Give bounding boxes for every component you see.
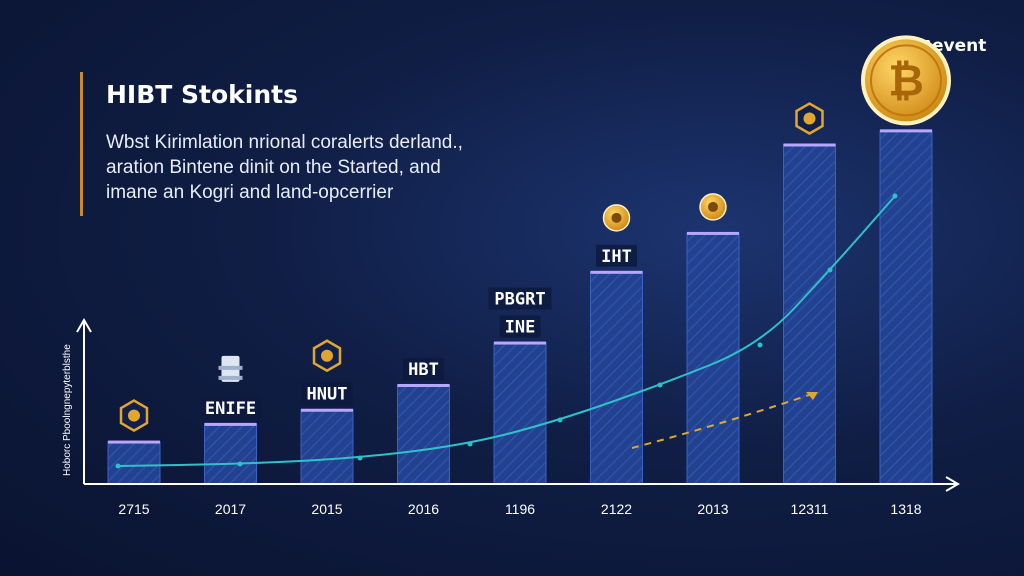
x-tick-5: 1196 bbox=[505, 501, 535, 517]
y-axis-arrow bbox=[76, 318, 92, 333]
bar-label-5: INE bbox=[505, 318, 536, 338]
bars-layer bbox=[107, 129, 933, 485]
hexagon-core bbox=[128, 409, 140, 422]
x-tick-2: 2017 bbox=[215, 501, 246, 517]
coin-center bbox=[611, 212, 622, 223]
lighthouse-band-2 bbox=[218, 375, 243, 380]
x-tick-1: 2715 bbox=[118, 501, 149, 517]
hexagon-core bbox=[803, 112, 816, 125]
bar-9 bbox=[879, 129, 933, 485]
bar-labels-layer: ENIFE HNUT HBT PBGRT INE IHT bbox=[199, 244, 637, 419]
coin-disc bbox=[861, 35, 951, 126]
x-tick-8: 12311 bbox=[791, 501, 829, 517]
x-tick-3: 2015 bbox=[311, 501, 342, 517]
bitcoin-symbol: ₿ bbox=[888, 55, 924, 106]
subtitle-line-2: aration Bintene dinit on the Started, an… bbox=[106, 157, 441, 178]
coin-icon bbox=[602, 204, 631, 232]
bar-7 bbox=[686, 232, 740, 485]
bar-3 bbox=[300, 409, 354, 485]
coin-rim bbox=[870, 44, 942, 117]
shield-coin-icon bbox=[312, 339, 342, 373]
x-tick-7: 2013 bbox=[697, 501, 728, 517]
bar-1 bbox=[107, 441, 161, 485]
trend-point-8 bbox=[827, 267, 833, 273]
logo-text: event bbox=[932, 36, 987, 56]
chart-title: HIBT Stokints bbox=[106, 80, 298, 109]
bar-cap-5 bbox=[494, 341, 546, 345]
bar-cap-3 bbox=[301, 408, 353, 412]
lighthouse-icon bbox=[218, 355, 243, 382]
trend-point-7 bbox=[757, 342, 763, 348]
bar-label-3: HNUT bbox=[307, 385, 348, 405]
bar-2 bbox=[204, 423, 257, 485]
title-accent-line bbox=[80, 72, 83, 216]
hexagon-core bbox=[321, 349, 333, 362]
x-tick-9: 1318 bbox=[890, 501, 921, 517]
bar-cap-4 bbox=[397, 383, 450, 387]
bar-cap-8 bbox=[783, 143, 836, 147]
bar-5 bbox=[493, 342, 547, 485]
projection-arrowhead bbox=[806, 392, 818, 400]
bar-label-bg-6 bbox=[596, 244, 637, 267]
y-axis-label: Hoborc Pboolngnepyterblsthe bbox=[62, 344, 73, 476]
bar-label-bg-4 bbox=[403, 357, 444, 380]
trend-point-5 bbox=[557, 417, 563, 423]
trend-point-3 bbox=[357, 455, 363, 461]
bar-label-bg-5 bbox=[488, 287, 552, 310]
trend-layer bbox=[115, 193, 898, 469]
bar-label-bg-5 bbox=[499, 315, 541, 338]
subtitle-line-3: imane an Kogri and land-opcerrier bbox=[106, 182, 394, 203]
bar-label-2: ENIFE bbox=[205, 399, 256, 419]
axes-layer: Hoborc Pboolngnepyterblsthe bbox=[62, 318, 960, 492]
trend-point-6 bbox=[657, 382, 663, 388]
bar-6 bbox=[590, 271, 643, 485]
bar-4 bbox=[397, 384, 450, 485]
bar-cap-9 bbox=[880, 129, 932, 133]
dashed-projection bbox=[631, 391, 819, 449]
bitcoin-icon: ₿ bbox=[861, 35, 951, 126]
bar-8 bbox=[783, 144, 836, 485]
trend-point-2 bbox=[237, 461, 243, 467]
bar-label-4: HBT bbox=[408, 360, 439, 380]
subtitle-line-1: Wbst Kirimlation nrional coralerts derla… bbox=[106, 132, 463, 153]
lighthouse-band bbox=[218, 365, 243, 370]
coin-icon bbox=[699, 193, 727, 221]
hexagon-coin-icon bbox=[119, 399, 149, 433]
x-tick-labels: 2715 2017 2015 2016 1196 2122 2013 12311 1318 bbox=[118, 501, 921, 517]
x-tick-6: 2122 bbox=[601, 501, 632, 517]
shield-coin-icon bbox=[795, 102, 824, 135]
bar-cap-1 bbox=[108, 440, 160, 444]
bar-label-5: PBGRT bbox=[494, 290, 545, 310]
trend-point-9 bbox=[892, 193, 898, 199]
trend-point-4 bbox=[467, 441, 473, 447]
bar-cap-7 bbox=[687, 231, 739, 235]
bar-label-bg-2 bbox=[199, 396, 262, 419]
icons-layer: ₿ bbox=[119, 35, 951, 433]
bar-label-6: IHT bbox=[601, 247, 632, 267]
bar-label-bg-3 bbox=[301, 382, 353, 405]
x-axis-arrow bbox=[945, 476, 960, 492]
trend-point-1 bbox=[115, 463, 121, 469]
coin-center bbox=[708, 201, 718, 212]
trend-line bbox=[117, 195, 896, 467]
x-tick-4: 2016 bbox=[408, 501, 439, 517]
bar-cap-6 bbox=[590, 270, 643, 274]
chart-subtitle: Wbst Kirimlation nrional coralerts derla… bbox=[106, 130, 546, 205]
bar-cap-2 bbox=[204, 422, 257, 426]
